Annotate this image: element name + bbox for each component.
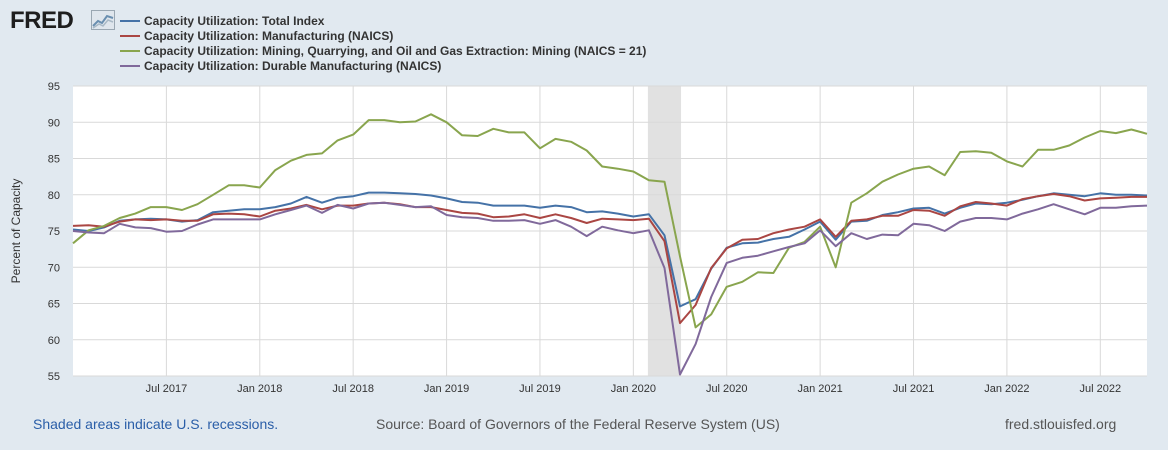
legend-label: Capacity Utilization: Manufacturing (NAI… [144, 28, 394, 43]
y-tick-label: 85 [48, 154, 60, 166]
legend-swatch [120, 49, 140, 52]
y-tick-label: 60 [48, 335, 60, 347]
y-tick-label: 80 [48, 190, 60, 202]
y-axis-title: Percent of Capacity [9, 179, 23, 284]
site-link[interactable]: fred.stlouisfed.org [1005, 416, 1117, 432]
x-tick-label: Jan 2021 [797, 383, 842, 395]
y-tick-label: 75 [48, 226, 60, 238]
x-tick-label: Jul 2022 [1080, 383, 1122, 395]
x-tick-label: Jul 2020 [706, 383, 748, 395]
legend-swatch [120, 34, 140, 37]
series-line-3[interactable] [72, 201, 1148, 376]
series-line-2[interactable] [72, 113, 1148, 329]
axis-labels-layer: 55 60 65 70 75 80 85 90 95 Jul 2017 Jan 2018 Jul 20… [48, 81, 1121, 395]
legend-item-total-index[interactable]: Capacity Utilization: Total Index [120, 13, 646, 28]
series-line-1[interactable] [72, 193, 1147, 325]
recession-note[interactable]: Shaded areas indicate U.S. recessions. [33, 416, 279, 432]
legend-label: Capacity Utilization: Durable Manufactur… [144, 58, 442, 73]
source-note: Source: Board of Governors of the Federa… [376, 416, 780, 432]
legend-item-manufacturing[interactable]: Capacity Utilization: Manufacturing (NAI… [120, 28, 646, 43]
x-tick-label: Jan 2020 [611, 383, 656, 395]
x-tick-label: Jul 2018 [332, 383, 374, 395]
x-tick-label: Jan 2018 [237, 383, 282, 395]
x-tick-label: Jan 2019 [424, 383, 469, 395]
legend-swatch [120, 19, 140, 22]
legend-item-durable-manufacturing[interactable]: Capacity Utilization: Durable Manufactur… [120, 58, 646, 73]
x-tick-label: Jan 2022 [984, 383, 1029, 395]
series-layer [72, 113, 1148, 376]
gridlines-layer [73, 85, 1147, 377]
line-chart: 55 60 65 70 75 80 85 90 95 Jul 2017 Jan 2018 Jul 20… [9, 81, 1148, 395]
line-chart-icon [91, 10, 115, 30]
y-tick-label: 90 [48, 117, 60, 129]
x-tick-label: Jul 2019 [519, 383, 561, 395]
x-tick-label: Jul 2021 [893, 383, 935, 395]
series-line-0[interactable] [72, 191, 1148, 308]
y-tick-label: 70 [48, 262, 60, 274]
legend-label: Capacity Utilization: Mining, Quarrying,… [144, 43, 647, 58]
legend-swatch [120, 64, 140, 67]
y-tick-label: 65 [48, 299, 60, 311]
legend-label: Capacity Utilization: Total Index [144, 13, 325, 28]
y-tick-label: 55 [48, 371, 60, 383]
fred-logo[interactable]: FRED [10, 7, 74, 34]
x-tick-label: Jul 2017 [146, 383, 188, 395]
legend-item-mining[interactable]: Capacity Utilization: Mining, Quarrying,… [120, 43, 646, 58]
y-tick-label: 95 [48, 81, 60, 93]
chart-legend: Capacity Utilization: Total Index Capaci… [120, 13, 646, 73]
